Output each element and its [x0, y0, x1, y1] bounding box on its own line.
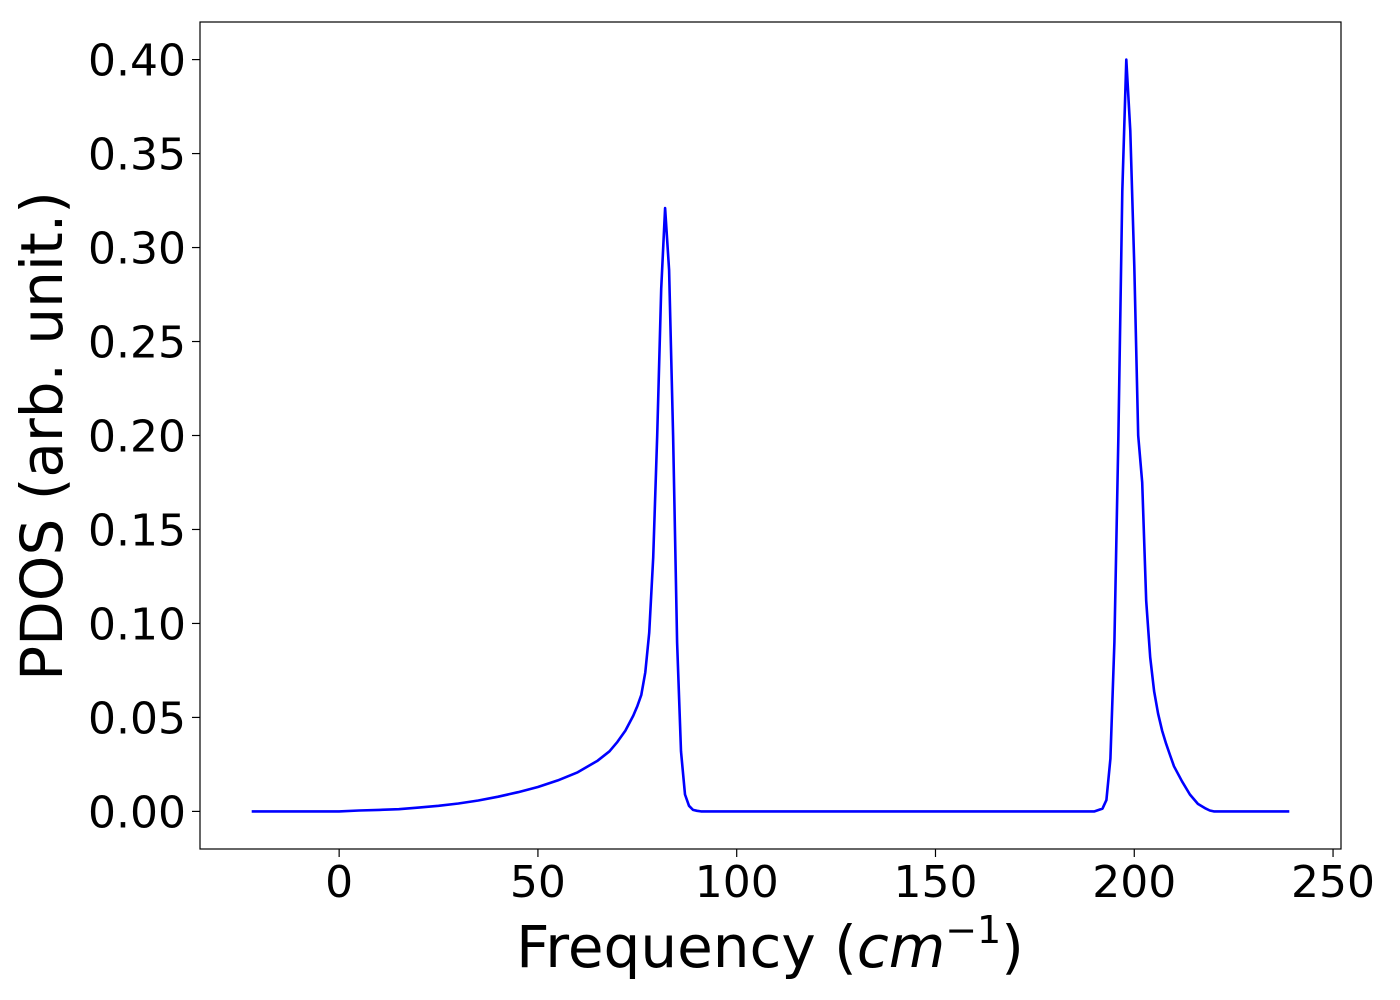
x-axis-title-unit: cm	[857, 913, 945, 981]
y-axis-ticks: 0.00 0.05 0.10 0.15 0.20 0.25 0.30 0.35 0.40	[88, 36, 200, 838]
x-tick-label: 250	[1291, 857, 1375, 908]
y-tick-label: 0.00	[88, 787, 186, 838]
x-axis-title-text: Frequency (	[516, 913, 857, 981]
y-tick-label: 0.35	[88, 130, 186, 181]
x-tick-label: 0	[325, 857, 353, 908]
y-tick-label: 0.10	[88, 599, 186, 650]
x-axis-title-exponent: −1	[945, 908, 1001, 952]
x-tick-label: 100	[695, 857, 779, 908]
pdos-series-line	[251, 58, 1290, 813]
x-tick-label: 50	[510, 857, 566, 908]
series-layer	[251, 58, 1290, 813]
y-tick-label: 0.20	[88, 412, 186, 463]
x-axis-title-close: )	[1001, 913, 1024, 981]
y-tick-label: 0.40	[88, 36, 186, 87]
plot-area	[199, 21, 1342, 850]
x-tick-label: 150	[893, 857, 977, 908]
x-axis-title: Frequency (cm−1)	[516, 908, 1024, 981]
x-tick-label: 200	[1092, 857, 1176, 908]
y-tick-label: 0.30	[88, 224, 186, 275]
y-tick-label: 0.25	[88, 318, 186, 369]
y-tick-label: 0.15	[88, 505, 186, 556]
y-axis-title: PDOS (arb. unit.)	[8, 191, 76, 681]
x-axis-ticks: 0 50 100 150 200 250	[325, 849, 1375, 908]
y-tick-label: 0.05	[88, 693, 186, 744]
